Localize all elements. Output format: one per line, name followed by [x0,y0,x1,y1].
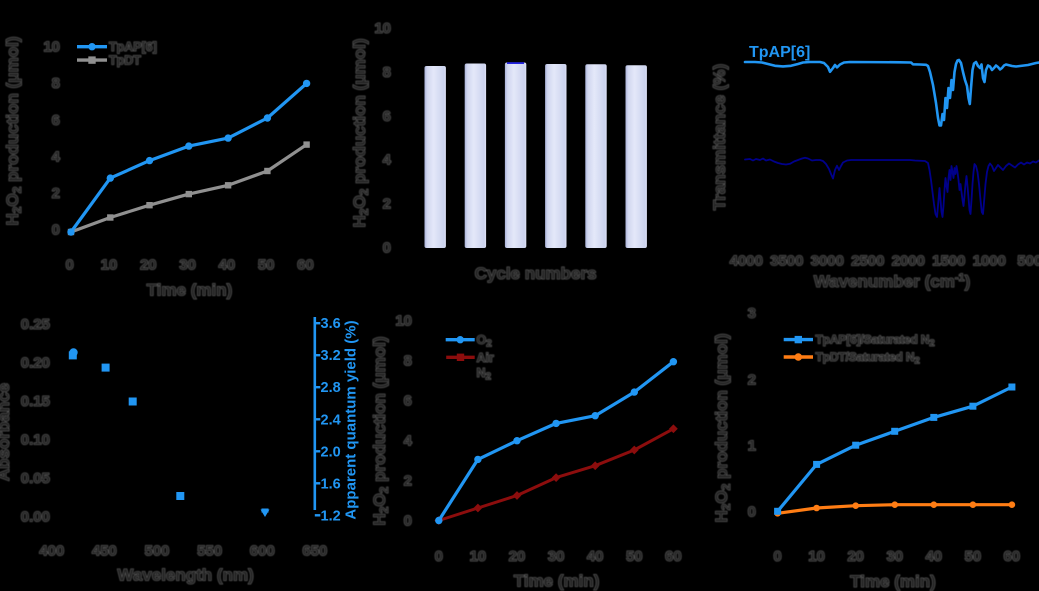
svg-text:0: 0 [748,504,756,521]
svg-text:Absorbance: Absorbance [0,383,13,481]
svg-text:TpDT: TpDT [109,54,141,68]
svg-text:H2O2 production (μmol): H2O2 production (μmol) [370,336,391,525]
svg-text:8: 8 [383,64,391,81]
svg-text:2.8: 2.8 [321,380,341,396]
svg-text:H2O2 production (μmol): H2O2 production (μmol) [350,38,371,227]
svg-text:2: 2 [748,371,756,388]
svg-text:550: 550 [197,543,222,560]
svg-text:Time (min): Time (min) [850,572,936,591]
svg-text:10: 10 [43,39,60,56]
svg-text:40: 40 [219,256,236,273]
svg-text:0: 0 [435,548,443,565]
svg-text:6: 6 [404,393,412,410]
svg-text:Cycle numbers: Cycle numbers [475,264,597,283]
svg-text:40: 40 [587,548,604,565]
svg-text:Time (min): Time (min) [514,572,600,591]
svg-text:0.10: 0.10 [21,431,50,448]
svg-text:10: 10 [395,312,412,329]
svg-text:1.2: 1.2 [321,508,341,524]
svg-text:20: 20 [847,548,864,565]
svg-text:4: 4 [383,152,392,169]
svg-text:1500: 1500 [932,253,965,270]
svg-text:0.25: 0.25 [21,316,50,333]
svg-text:30: 30 [548,548,565,565]
svg-text:400: 400 [39,543,64,560]
svg-text:8: 8 [404,353,412,370]
svg-text:10: 10 [101,256,118,273]
svg-text:50: 50 [626,548,643,565]
svg-text:0.20: 0.20 [21,354,50,371]
svg-text:10: 10 [470,548,487,565]
svg-text:1000: 1000 [973,253,1006,270]
svg-text:60: 60 [1004,548,1021,565]
svg-text:500: 500 [144,543,169,560]
svg-text:1: 1 [748,437,756,454]
svg-text:2.0: 2.0 [321,444,341,460]
svg-text:10: 10 [374,20,391,37]
svg-text:30: 30 [886,548,903,565]
svg-text:2000: 2000 [892,253,925,270]
svg-text:4: 4 [52,148,61,165]
svg-text:0.00: 0.00 [21,508,50,525]
svg-text:Transmittance (%): Transmittance (%) [710,64,729,210]
svg-text:TpAP[6]: TpAP[6] [749,44,810,61]
svg-text:50: 50 [965,548,982,565]
svg-text:0: 0 [66,256,74,273]
svg-text:TpAP[6]: TpAP[6] [109,40,157,54]
svg-text:2: 2 [383,196,391,213]
svg-text:3.6: 3.6 [321,316,341,332]
svg-text:6: 6 [52,112,60,129]
svg-text:2.4: 2.4 [321,412,341,428]
svg-text:450: 450 [92,543,117,560]
svg-text:0: 0 [52,222,60,239]
svg-text:60: 60 [665,548,682,565]
svg-text:600: 600 [250,543,275,560]
svg-text:10: 10 [808,548,825,565]
svg-text:2: 2 [52,185,60,202]
svg-text:Time (min): Time (min) [147,281,233,300]
svg-text:4000: 4000 [730,253,763,270]
svg-text:Wavenumber (cm-1): Wavenumber (cm-1) [814,272,971,291]
svg-text:TpDT/Saturated N2: TpDT/Saturated N2 [816,350,920,367]
svg-text:TpAP[6]/Saturated N2: TpAP[6]/Saturated N2 [816,333,935,350]
svg-text:Apparent quantum yield (%): Apparent quantum yield (%) [343,320,360,519]
svg-text:0: 0 [773,548,781,565]
svg-text:30: 30 [179,256,196,273]
svg-text:50: 50 [258,256,275,273]
svg-text:6: 6 [383,108,391,125]
svg-text:650: 650 [302,543,327,560]
svg-text:8: 8 [52,75,60,92]
svg-text:2500: 2500 [851,253,884,270]
svg-text:Wavelength (nm): Wavelength (nm) [117,566,253,585]
svg-text:H2O2 production (μmol): H2O2 production (μmol) [712,333,733,522]
svg-text:0.15: 0.15 [21,393,50,410]
svg-text:H2O2 production (μmol): H2O2 production (μmol) [3,36,24,225]
svg-text:Air: Air [477,351,495,365]
svg-text:0: 0 [404,513,412,530]
svg-text:0: 0 [383,240,391,257]
svg-text:500: 500 [1017,253,1039,270]
svg-text:3.2: 3.2 [321,348,341,364]
svg-text:3500: 3500 [770,253,803,270]
svg-text:20: 20 [140,256,157,273]
svg-text:0.05: 0.05 [21,470,50,487]
svg-text:3: 3 [748,305,756,322]
svg-text:4: 4 [404,433,413,450]
svg-text:1.6: 1.6 [321,476,341,492]
svg-text:40: 40 [925,548,942,565]
svg-text:3000: 3000 [811,253,844,270]
svg-text:60: 60 [297,256,314,273]
svg-text:2: 2 [404,473,412,490]
svg-text:20: 20 [509,548,526,565]
